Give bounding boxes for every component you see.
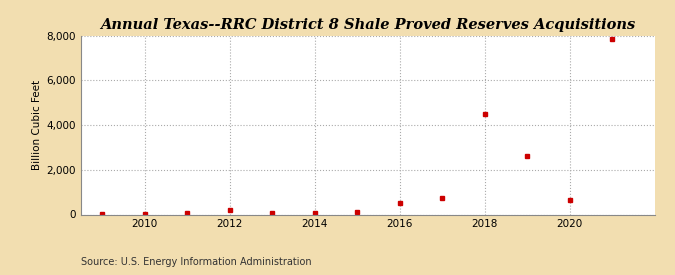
Text: Source: U.S. Energy Information Administration: Source: U.S. Energy Information Administ… [81,257,312,267]
Y-axis label: Billion Cubic Feet: Billion Cubic Feet [32,80,43,170]
Title: Annual Texas--RRC District 8 Shale Proved Reserves Acquisitions: Annual Texas--RRC District 8 Shale Prove… [101,18,635,32]
